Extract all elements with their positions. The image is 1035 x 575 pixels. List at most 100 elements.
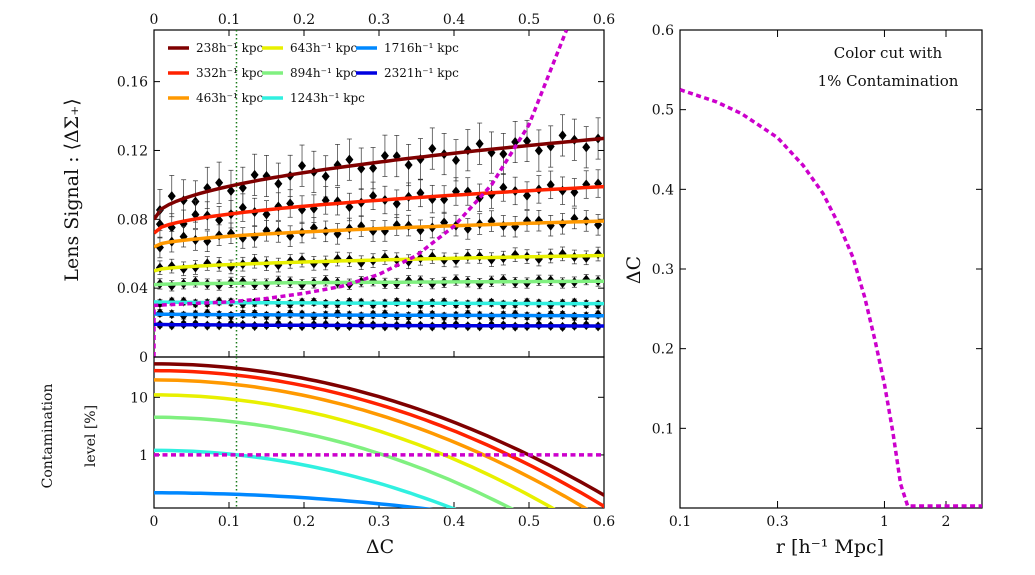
bottom-xtick-label: 0 [150,514,159,530]
bottom-left-xlabel: ΔC [366,536,394,558]
top-plot-area [154,30,604,357]
right-plot-area [680,88,982,508]
top-ytick-label: 0.08 [117,212,148,228]
data-point-diamond [238,202,247,213]
top-ytick-label: 0.12 [117,143,148,159]
fit-line-series-1 [154,184,604,235]
data-point-diamond [298,160,307,171]
data-point-diamond [369,190,378,201]
fit-line-series-3 [154,253,604,273]
data-point-diamond [226,185,235,196]
data-point-diamond [523,135,532,146]
right-annotation-line2: 1% Contamination [818,72,959,90]
right-annotation-line1: Color cut with [834,44,943,62]
right-ytick-label: 0.6 [652,23,674,39]
data-point-diamond [274,178,283,189]
bottom-ytick-label: 1 [139,448,148,464]
right-dashed-curve [680,88,982,508]
data-point-diamond [475,138,484,149]
top-dashed-curve [154,30,569,357]
fit-line-series-6 [154,312,604,318]
bottom-xtick-label: 0.6 [593,514,615,530]
right-ylabel: ΔC [623,256,645,284]
data-point-diamond [451,155,460,166]
data-point-diamond [546,179,555,190]
top-xtick-label: 0.5 [518,12,540,28]
right-panel: 0.1 0.3 1 2 0.1 0.2 0.3 0.4 0.5 0.6 [652,23,983,530]
legend-label-2: 463h⁻¹ kpc [196,91,264,105]
data-point-diamond [392,198,401,209]
data-point-diamond [558,130,567,141]
bottom-left-ylabel-line2: level [%] [83,405,99,467]
contamination-curve-1 [154,368,604,508]
data-point-diamond [511,137,520,148]
bottom-plot-area [154,357,604,508]
fit-line-series-5 [154,300,604,306]
data-point-diamond [404,160,413,171]
right-xtick-label: 2 [942,514,951,530]
data-point-diamond [215,177,224,188]
data-point-diamond [262,209,271,220]
contamination-curve-6 [154,491,434,508]
right-xlabel: r [h⁻¹ Mpc] [776,536,884,558]
data-point-diamond [416,187,425,198]
data-point-diamond [523,190,532,201]
top-xtick-label: 0.3 [368,12,390,28]
right-ytick-label: 0.3 [652,262,674,278]
top-xtick-label: 0.6 [593,12,615,28]
bottom-xtick-label: 0.1 [218,514,240,530]
data-point-diamond [167,191,176,202]
data-point-diamond [345,154,354,165]
data-point-diamond [499,148,508,159]
right-ytick-label: 0.2 [652,342,674,358]
legend-label-4: 894h⁻¹ kpc [290,66,358,80]
legend-label-5: 1243h⁻¹ kpc [290,91,365,105]
top-ytick-label: 0.04 [117,281,148,297]
legend-label-7: 2321h⁻¹ kpc [384,66,459,80]
data-point-diamond [499,182,508,193]
contamination-curve-3 [154,393,556,508]
bottom-xtick-label: 0.2 [293,514,315,530]
legend-label-3: 643h⁻¹ kpc [290,41,358,55]
contamination-curve-2 [154,378,589,508]
right-ytick-label: 0.4 [652,182,674,198]
top-ytick-label: 0 [139,350,148,366]
right-ytick-label: 0.5 [652,103,674,119]
data-point-diamond [582,142,591,153]
top-xtick-label: 0.2 [293,12,315,28]
top-left-panel: 0 0.1 0.2 0.3 0.4 0.5 0.6 0 0.04 0.08 0.12 0.16 238h… [117,12,615,366]
right-xtick-label: 0.1 [669,514,691,530]
fit-line-series-7 [154,322,604,328]
fit-line-series-2 [154,219,604,249]
legend-label-1: 332h⁻¹ kpc [196,66,264,80]
top-xtick-label: 0.4 [443,12,465,28]
legend-label-0: 238h⁻¹ kpc [196,41,264,55]
top-xtick-label: 0 [150,12,159,28]
data-point-diamond [534,145,543,156]
right-plot-frame [679,29,983,509]
data-point-diamond [380,150,389,161]
bottom-xtick-label: 0.3 [368,514,390,530]
contamination-curve-0 [154,362,604,498]
data-point-diamond [321,171,330,182]
top-ytick-label: 0.16 [117,75,148,91]
right-xtick-label: 1 [880,514,889,530]
fit-line-series-4 [154,279,604,287]
data-point-diamond [369,163,378,174]
right-ytick-label: 0.1 [652,421,674,437]
right-xtick-label: 0.3 [766,514,788,530]
top-xtick-label: 0.1 [218,12,240,28]
bottom-ytick-label: 10 [130,390,148,406]
bottom-xtick-label: 0.4 [443,514,465,530]
bottom-xtick-label: 0.5 [518,514,540,530]
data-point-diamond [428,143,437,154]
data-point-diamond [250,169,259,180]
legend-label-6: 1716h⁻¹ kpc [384,41,459,55]
fit-line-series-0 [154,136,604,221]
top-left-ylabel: Lens Signal : ⟨ΔΣ₊⟩ [61,98,83,281]
data-point-diamond [534,254,543,265]
data-point-diamond [215,215,224,226]
bottom-left-panel: 0 0.1 0.2 0.3 0.4 0.5 0.6 10 1 [130,356,615,530]
data-point-diamond [345,201,354,212]
